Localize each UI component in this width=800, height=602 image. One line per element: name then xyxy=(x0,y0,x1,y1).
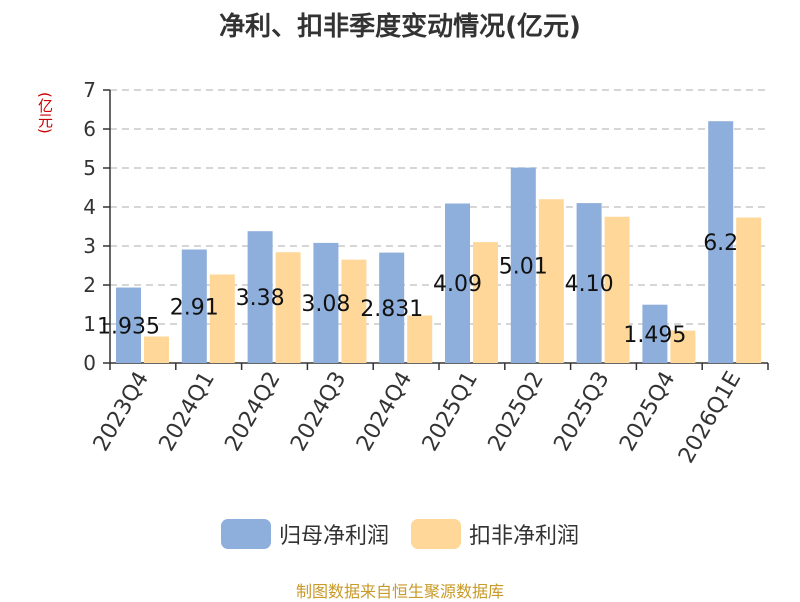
legend-swatch-net-profit xyxy=(220,519,271,549)
x-category-label: 2025Q2 xyxy=(484,368,549,456)
bar-deducted-profit xyxy=(144,336,169,363)
data-label-net-profit: 6.2 xyxy=(703,231,738,256)
bar-net-profit xyxy=(708,121,734,363)
x-category-label: 2026Q1E xyxy=(674,368,746,468)
data-label-net-profit: 3.38 xyxy=(236,286,285,311)
bar-deducted-profit xyxy=(209,274,235,363)
bar-deducted-profit xyxy=(275,252,301,363)
data-label-net-profit: 3.08 xyxy=(301,292,350,317)
bar-deducted-profit xyxy=(538,199,564,363)
legend-label-net-profit: 归母净利润 xyxy=(278,524,389,549)
bar-net-profit xyxy=(313,242,339,363)
x-category-label: 2025Q3 xyxy=(549,368,614,456)
x-category-label: 2023Q4 xyxy=(89,368,154,456)
x-category-label: 2024Q1 xyxy=(155,368,220,456)
y-axis-unit: (亿元) xyxy=(36,92,54,134)
bar-net-profit xyxy=(445,203,470,363)
y-tick-label: 5 xyxy=(83,156,96,180)
legend-item-deducted-profit[interactable]: 扣非净利润 xyxy=(411,518,579,550)
x-category-label: 2024Q3 xyxy=(286,368,351,456)
y-tick-label: 4 xyxy=(83,195,96,219)
bar-deducted-profit xyxy=(604,216,630,363)
x-category-label: 2025Q1 xyxy=(418,368,483,456)
bar-net-profit xyxy=(510,167,536,363)
bar-net-profit xyxy=(642,304,668,363)
legend-swatch-deducted-profit xyxy=(411,519,461,549)
bar-deducted-profit xyxy=(407,315,433,363)
bar-net-profit xyxy=(181,249,207,363)
bar-net-profit xyxy=(576,203,602,363)
source-note: 制图数据来自恒生聚源数据库 xyxy=(295,582,504,601)
bar-deducted-profit xyxy=(736,217,762,363)
y-tick-label: 0 xyxy=(83,351,96,375)
legend: 归母净利润 扣非净利润 xyxy=(0,518,800,550)
x-category-label: 2024Q4 xyxy=(352,368,417,456)
data-label-net-profit: 5.01 xyxy=(499,254,548,279)
bar-deducted-profit xyxy=(670,330,696,363)
bar-net-profit xyxy=(116,287,141,363)
y-tick-label: 1 xyxy=(83,312,96,336)
y-tick-label: 7 xyxy=(83,78,96,102)
data-label-net-profit: 1.935 xyxy=(97,314,160,339)
y-tick-label: 3 xyxy=(83,234,96,258)
y-tick-label: 6 xyxy=(83,117,96,141)
legend-label-deducted-profit: 扣非净利润 xyxy=(469,524,580,549)
data-label-net-profit: 4.09 xyxy=(433,272,482,297)
data-label-net-profit: 1.495 xyxy=(623,323,686,348)
bar-deducted-profit xyxy=(473,242,498,363)
data-label-net-profit: 4.10 xyxy=(565,272,614,297)
y-tick-label: 2 xyxy=(83,273,96,297)
chart-title: 净利、扣非季度变动情况(亿元) xyxy=(219,12,581,42)
x-category-label: 2025Q4 xyxy=(615,368,680,456)
bar-net-profit xyxy=(247,231,273,363)
bar-deducted-profit xyxy=(341,259,367,363)
legend-item-net-profit[interactable]: 归母净利润 xyxy=(220,518,389,550)
bar-net-profit xyxy=(379,252,405,363)
data-label-net-profit: 2.831 xyxy=(360,297,423,322)
data-label-net-profit: 2.91 xyxy=(170,295,219,320)
x-category-label: 2024Q2 xyxy=(220,368,285,456)
